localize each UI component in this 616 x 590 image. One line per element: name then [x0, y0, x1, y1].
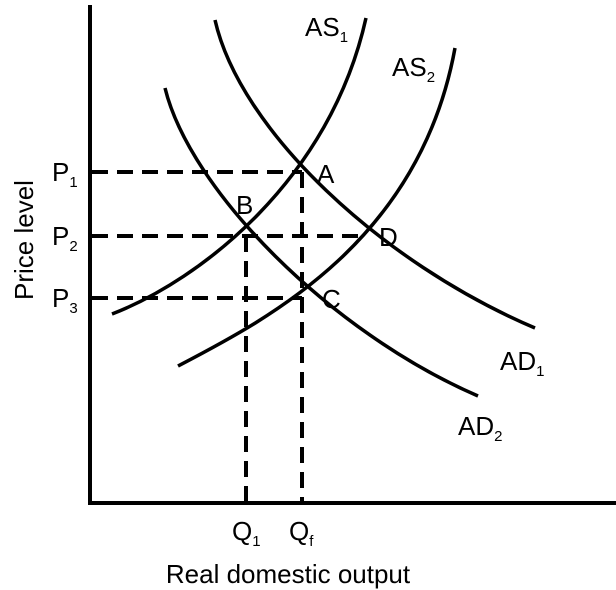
tick-main: Q: [289, 516, 309, 546]
tick-sub: 1: [69, 174, 77, 191]
x-tick-label: Q1: [232, 516, 261, 550]
x-axis-title: Real domestic output: [166, 559, 411, 589]
curve-label: AS2: [392, 52, 435, 86]
point-label: A: [317, 159, 335, 189]
tick-sub: f: [309, 533, 314, 550]
tick-main: P: [52, 221, 69, 251]
point-label: D: [379, 222, 398, 252]
ad2-curve: [163, 87, 479, 398]
curve-label-main: AD: [458, 411, 494, 441]
curve-label-sub: 1: [340, 29, 348, 46]
as1-curve: [111, 17, 368, 316]
point-label: B: [236, 190, 253, 220]
tick-sub: 3: [69, 300, 77, 317]
tick-main: P: [52, 157, 69, 187]
curve-label-main: AD: [500, 346, 536, 376]
x-tick-label: Qf: [289, 516, 314, 550]
point-label: C: [322, 284, 341, 314]
curve-label: AS1: [305, 12, 348, 46]
tick-sub: 1: [252, 533, 260, 550]
curve-label: AD2: [458, 411, 502, 445]
curve-label: AD1: [500, 346, 544, 380]
as2-curve: [177, 47, 457, 368]
curve-label-sub: 2: [427, 69, 435, 86]
curve-label-sub: 1: [536, 363, 544, 380]
curve-label-main: AS: [392, 52, 427, 82]
tick-sub: 2: [69, 238, 77, 255]
curve-label-main: AS: [305, 12, 340, 42]
tick-main: Q: [232, 516, 252, 546]
y-axis-title: Price level: [9, 180, 39, 300]
ad1-curve: [213, 19, 536, 330]
y-tick-label: P3: [52, 283, 78, 317]
y-tick-label: P2: [52, 221, 78, 255]
tick-main: P: [52, 283, 69, 313]
y-tick-label: P1: [52, 157, 78, 191]
curve-label-sub: 2: [494, 428, 502, 445]
